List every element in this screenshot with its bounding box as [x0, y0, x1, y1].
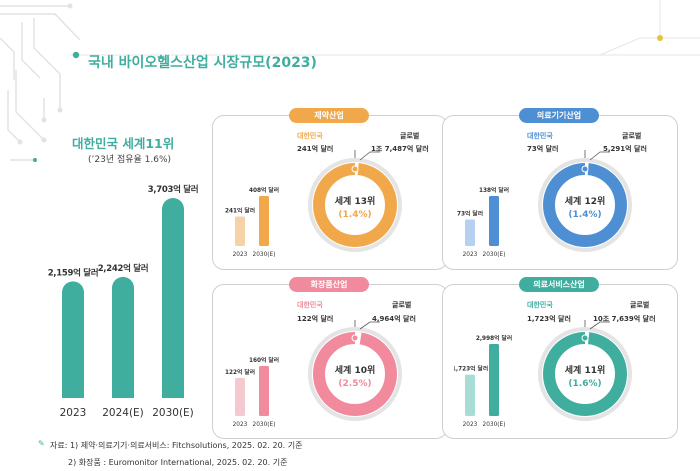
cosmetic-ring-rank: 세계 10위	[335, 364, 376, 376]
device-mini-bar-2030(E)	[489, 196, 499, 246]
main-x-tick-label: 2024(E)	[102, 407, 144, 419]
cosmetic-korea-value: 122억 달러	[297, 315, 334, 323]
footnote-line-1: 자료: 1) 제약·의료기기·의료서비스: Fitchsolutions, 20…	[50, 441, 303, 450]
page-title: 국내 바이오헬스산업 시장규모(2023)	[88, 55, 317, 71]
service-mini-bar-2023	[465, 374, 475, 416]
service-mini-bar-value-label: 1,723억 달러	[454, 365, 488, 373]
device-ring-rank: 세계 12위	[565, 195, 606, 207]
device-global-value: 5,291억 달러	[603, 145, 647, 153]
device-global-label: 글로벌	[622, 132, 642, 140]
pharma-ring-rank: 세계 13위	[335, 195, 376, 207]
device-mini-x-tick-label: 2030(E)	[483, 252, 506, 258]
main-x-tick-label: 2023	[60, 407, 87, 419]
footnote-icon: ✎	[38, 439, 45, 448]
main-bar-value-label: 2,242억 달러	[98, 263, 149, 274]
device-mini-bar-value-label: 73억 달러	[457, 210, 483, 218]
panel-tag-cosmetic: 화장품산업	[289, 277, 369, 292]
service-global-value: 10조 7,639억 달러	[593, 315, 656, 323]
pharma-mini-bar-2023	[235, 216, 245, 246]
pharma-korea-label: 대한민국	[297, 132, 323, 140]
cosmetic-mini-bar-chart: 122억 달러 2023 160억 달러 2030(E)	[225, 356, 279, 428]
cosmetic-mini-bar-value-label: 122억 달러	[225, 368, 255, 376]
cosmetic-mini-x-tick-label: 2030(E)	[253, 422, 276, 428]
device-mini-x-tick-label: 2023	[463, 252, 478, 258]
main-bar-value-label: 3,703억 달러	[148, 184, 199, 195]
panel-tag-device: 의료기기산업	[519, 108, 599, 123]
service-mini-bar-value-label: 2,998억 달러	[476, 334, 512, 342]
footnote-line-2: 2) 화장품 : Euromonitor International, 2025…	[68, 458, 288, 467]
pharma-global-label: 글로벌	[400, 132, 420, 140]
service-ring-share: (1.6%)	[568, 379, 601, 389]
service-share-ring: 세계 11위 (1.6%)	[538, 327, 632, 421]
pharma-korea-value: 241억 달러	[297, 145, 334, 153]
pharma-mini-bar-value-label: 241억 달러	[225, 206, 255, 214]
service-mini-bar-chart: 1,723억 달러 2023 2,998억 달러 2030(E)	[454, 334, 512, 428]
main-chart-title: 대한민국 세계11위	[72, 136, 175, 151]
service-mini-x-tick-label: 2030(E)	[483, 422, 506, 428]
cosmetic-korea-label: 대한민국	[297, 301, 323, 309]
cosmetic-ring-korea-marker	[351, 334, 359, 342]
cosmetic-global-value: 4,964억 달러	[372, 315, 416, 323]
pharma-ring-korea-marker	[351, 165, 359, 173]
device-mini-bar-value-label: 138억 달러	[479, 186, 509, 194]
panel-tag-pharma: 제약산업	[289, 108, 369, 123]
pharma-global-value: 1조 7,487억 달러	[371, 145, 429, 153]
cosmetic-ring-outer	[308, 327, 402, 421]
device-share-ring: 세계 12위 (1.4%)	[538, 158, 632, 252]
cosmetic-share-ring: 세계 10위 (2.5%)	[308, 327, 402, 421]
service-ring-korea-marker	[581, 334, 589, 342]
title-dot-icon	[72, 51, 80, 59]
pharma-share-ring: 세계 13위 (1.4%)	[308, 158, 402, 252]
pharma-mini-bar-2030(E)	[259, 196, 269, 246]
device-korea-value: 73억 달러	[527, 145, 559, 153]
cosmetic-mini-x-tick-label: 2023	[233, 422, 248, 428]
main-bar-chart: 2,159억 달러 2023 2,242억 달러 2024(E) 3,703억 달러 20…	[48, 184, 199, 419]
cosmetic-mini-bar-2023	[235, 377, 245, 416]
main-chart-subtitle: (’23년 점유율 1.6%)	[88, 155, 172, 165]
pharma-mini-x-tick-label: 2023	[233, 252, 248, 258]
service-mini-x-tick-label: 2023	[463, 422, 478, 428]
service-global-label: 글로벌	[630, 301, 650, 309]
main-bar-2024(E)	[112, 276, 134, 398]
pharma-mini-bar-chart: 241억 달러 2023 408억 달러 2030(E)	[225, 186, 279, 258]
service-korea-label: 대한민국	[527, 301, 553, 309]
cosmetic-ring-share: (2.5%)	[338, 379, 371, 389]
pharma-mini-x-tick-label: 2030(E)	[253, 252, 276, 258]
pharma-ring-share: (1.4%)	[338, 210, 371, 220]
service-ring-outer	[538, 327, 632, 421]
device-ring-outer	[538, 158, 632, 252]
service-korea-value: 1,723억 달러	[527, 315, 571, 323]
pharma-ring-outer	[308, 158, 402, 252]
device-ring-korea-marker	[581, 165, 589, 173]
cosmetic-mini-bar-value-label: 160억 달러	[249, 356, 279, 364]
device-ring-share: (1.4%)	[568, 210, 601, 220]
main-bar-2023	[62, 281, 84, 398]
device-mini-bar-2023	[465, 219, 475, 246]
main-bar-2030(E)	[162, 198, 184, 398]
main-x-tick-label: 2030(E)	[152, 407, 194, 419]
panel-tag-service: 의료서비스산업	[519, 277, 599, 292]
service-ring-rank: 세계 11위	[565, 364, 606, 376]
main-bar-value-label: 2,159억 달러	[48, 267, 99, 278]
service-mini-bar-2030(E)	[489, 344, 499, 416]
cosmetic-mini-bar-2030(E)	[259, 366, 269, 416]
pharma-mini-bar-value-label: 408억 달러	[249, 186, 279, 194]
device-korea-label: 대한민국	[527, 132, 553, 140]
device-mini-bar-chart: 73억 달러 2023 138억 달러 2030(E)	[457, 186, 509, 258]
cosmetic-global-label: 글로벌	[392, 301, 412, 309]
